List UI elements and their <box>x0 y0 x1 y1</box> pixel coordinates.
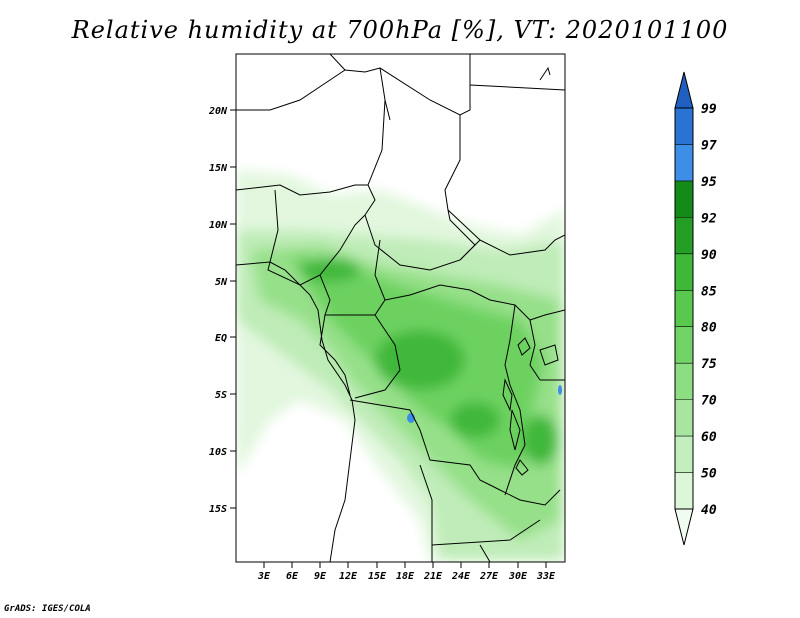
colorbar-label: 60 <box>701 430 717 445</box>
colorbar-segment <box>675 217 693 254</box>
colorbar-segment <box>675 399 693 437</box>
lon-tick-label: 6E <box>286 571 299 582</box>
colorbar-segment <box>675 436 693 473</box>
colorbar: 40 50 60 70 75 80 85 90 92 95 97 99 <box>674 71 717 546</box>
lat-tick-label: 10S <box>209 447 227 458</box>
colorbar-segment <box>675 144 693 181</box>
humidity-region-92-95 <box>300 258 360 282</box>
colorbar-label: 95 <box>701 175 717 190</box>
lon-axis: 3E 6E 9E 12E 15E 18E 21E 24E 27E 30E 33E <box>257 562 556 582</box>
colorbar-label: 75 <box>701 357 717 372</box>
lon-tick-label: 27E <box>479 571 499 582</box>
lat-axis: 20N 15N 10N 5N EQ 5S 10S 15S <box>208 106 236 515</box>
credit-text: GrADS: IGES/COLA <box>4 604 91 614</box>
lat-tick-label: 5S <box>215 390 227 401</box>
lat-tick-label: 5N <box>215 277 228 288</box>
lon-tick-label: 21E <box>423 571 443 582</box>
humidity-region-92-95 <box>450 402 500 438</box>
lon-tick-label: 30E <box>508 571 528 582</box>
lon-tick-label: 18E <box>396 571 415 582</box>
colorbar-segment <box>674 508 694 546</box>
humidity-spot-97 <box>558 385 562 395</box>
colorbar-label: 99 <box>701 102 717 117</box>
colorbar-segment <box>675 180 693 218</box>
lon-tick-label: 9E <box>314 571 327 582</box>
colorbar-segment <box>675 253 693 291</box>
colorbar-label: 80 <box>701 321 717 336</box>
colorbar-label: 40 <box>701 503 717 518</box>
colorbar-segment <box>675 326 693 364</box>
lat-tick-label: 15S <box>209 504 227 515</box>
humidity-region-92-95 <box>375 330 465 390</box>
colorbar-segment <box>675 290 693 327</box>
lat-tick-label: EQ <box>215 333 227 344</box>
colorbar-segment <box>675 472 693 509</box>
colorbar-label: 90 <box>701 248 717 263</box>
colorbar-label: 70 <box>701 394 717 409</box>
lon-tick-label: 15E <box>368 571 387 582</box>
lat-tick-label: 10N <box>209 220 228 231</box>
lon-tick-label: 33E <box>536 571 556 582</box>
colorbar-label: 85 <box>701 284 717 299</box>
map-frame <box>235 53 566 563</box>
colorbar-segment <box>675 108 693 145</box>
lon-tick-label: 3E <box>257 571 271 582</box>
humidity-region-92-95 <box>522 415 558 465</box>
colorbar-label: 92 <box>701 211 717 226</box>
chart-title: Relative humidity at 700hPa [%], VT: 202… <box>71 16 729 44</box>
colorbar-label: 50 <box>701 467 717 482</box>
country-borders <box>236 54 565 562</box>
lat-tick-label: 20N <box>208 106 228 117</box>
humidity-field <box>236 54 565 562</box>
colorbar-label: 97 <box>701 138 717 153</box>
colorbar-segment <box>674 71 694 109</box>
lat-tick-label: 15N <box>209 163 228 174</box>
lon-tick-label: 12E <box>339 571 358 582</box>
colorbar-segment <box>675 363 693 400</box>
lon-tick-label: 24E <box>451 571 471 582</box>
